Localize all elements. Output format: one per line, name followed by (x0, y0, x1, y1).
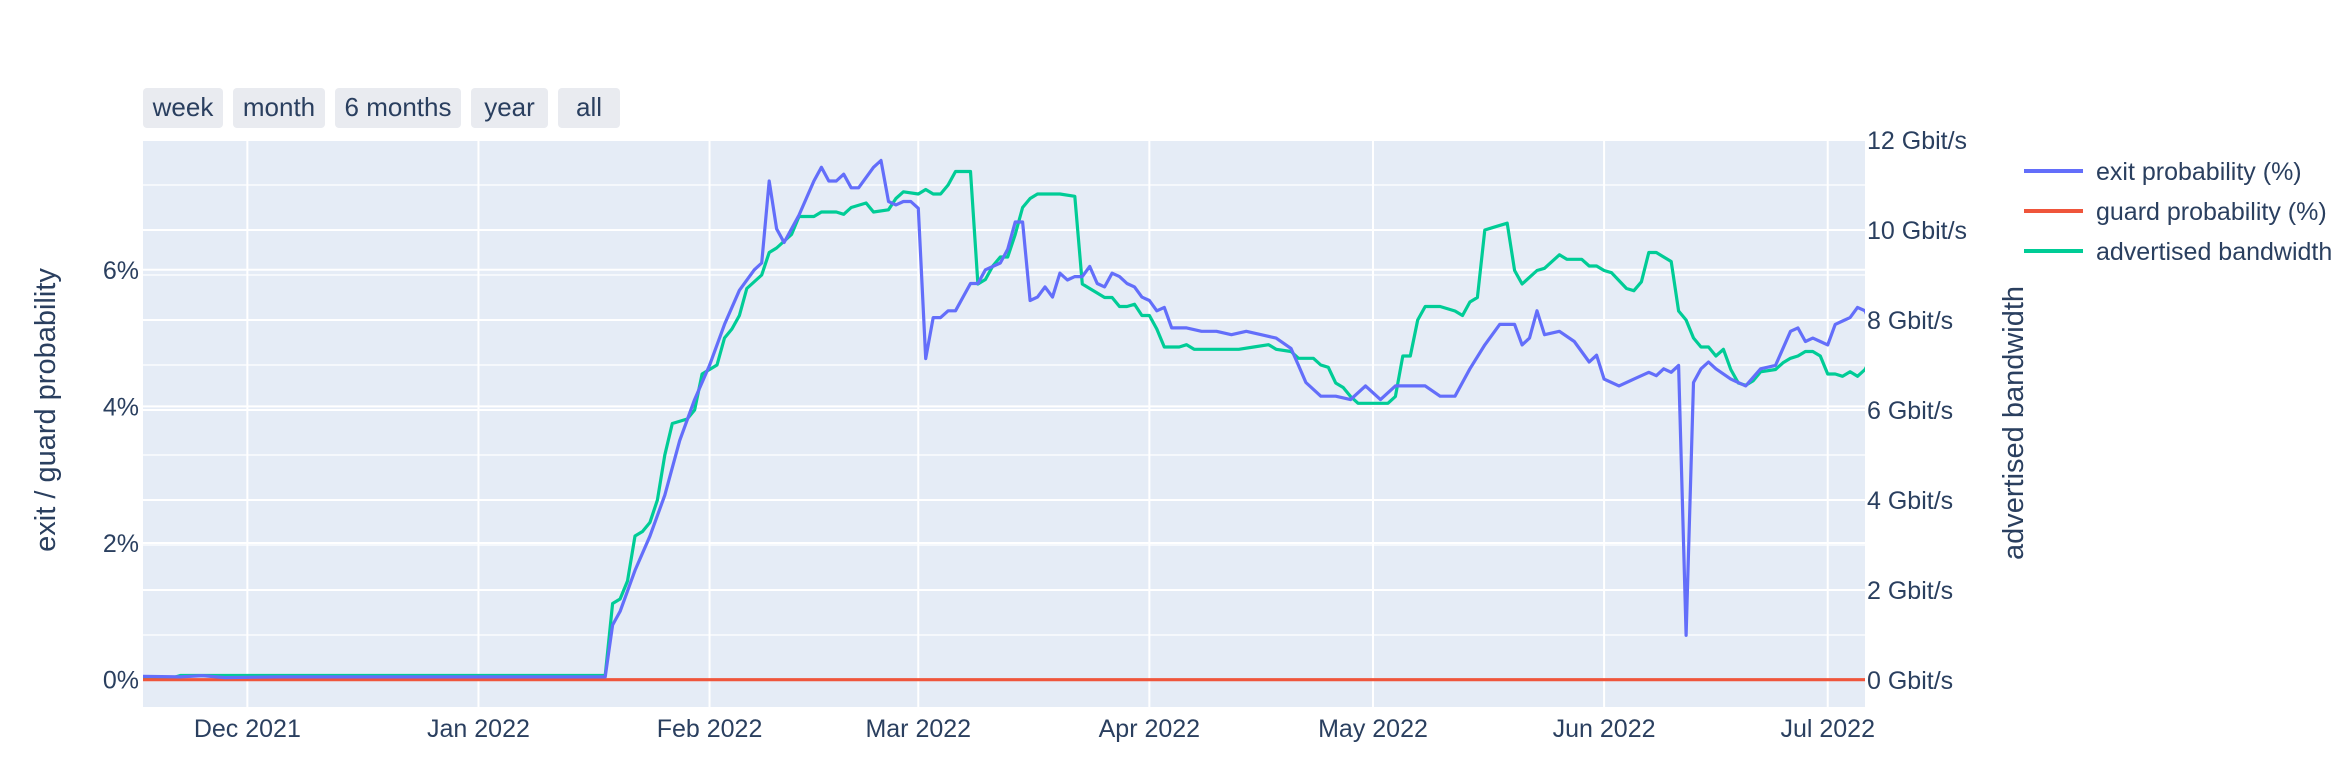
range-button-6-months[interactable]: 6 months (335, 88, 461, 128)
y-tick-label: 2% (103, 530, 139, 558)
range-button-bg[interactable] (335, 88, 461, 128)
range-button-month[interactable]: month (233, 88, 325, 128)
range-button-bg[interactable] (471, 88, 548, 128)
legend-item[interactable]: guard probability (%) (2024, 198, 2327, 226)
y-axis-title: exit / guard probability (30, 268, 62, 552)
x-tick-label: Jul 2022 (1780, 715, 1875, 743)
y-axis-ticks: 0% 2% 4% 6% (103, 257, 139, 695)
x-tick-label: Jan 2022 (427, 715, 530, 743)
series-line-2 (143, 169, 1865, 680)
legend: exit probability (%) guard probability (%… (2024, 158, 2332, 266)
y-tick-label: 0% (103, 667, 139, 695)
range-button-label[interactable]: year (484, 92, 535, 122)
x-tick-label: Mar 2022 (865, 715, 971, 743)
x-tick-label: Jun 2022 (1553, 715, 1656, 743)
series-lines (143, 158, 1865, 682)
y2-tick-label: 10 Gbit/s (1867, 217, 1967, 245)
y2-tick-label: 0 Gbit/s (1867, 667, 1953, 695)
range-selector: week month 6 months year all (143, 88, 620, 128)
range-button-label[interactable]: all (576, 92, 602, 122)
range-button-all[interactable]: all (558, 88, 620, 128)
x-tick-label: Apr 2022 (1099, 715, 1200, 743)
legend-item[interactable]: advertised bandwidth (2024, 238, 2332, 266)
range-button-bg[interactable] (233, 88, 325, 128)
series-line-0 (143, 158, 1865, 680)
range-button-bg[interactable] (143, 88, 223, 128)
y-tick-label: 4% (103, 393, 139, 421)
range-button-label[interactable]: 6 months (345, 92, 452, 122)
range-button-year[interactable]: year (471, 88, 548, 128)
y2-tick-label: 6 Gbit/s (1867, 397, 1953, 425)
legend-label[interactable]: exit probability (%) (2096, 158, 2302, 186)
x-tick-label: Feb 2022 (657, 715, 763, 743)
y-tick-label: 6% (103, 257, 139, 285)
y2-axis-ticks: 0 Gbit/s 2 Gbit/s 4 Gbit/s 6 Gbit/s 8 Gbit/s… (1867, 127, 1967, 695)
y2-tick-label: 2 Gbit/s (1867, 577, 1953, 605)
range-button-label[interactable]: month (243, 92, 315, 122)
legend-item[interactable]: exit probability (%) (2024, 158, 2302, 186)
y2-tick-label: 12 Gbit/s (1867, 127, 1967, 155)
grid-lines (143, 139, 1865, 707)
plot-area (143, 140, 1865, 707)
range-button-bg[interactable] (558, 88, 620, 128)
x-axis-ticks: Dec 2021 Jan 2022 Feb 2022 Mar 2022 Apr 2022… (194, 715, 1875, 743)
range-button-label[interactable]: week (152, 92, 215, 122)
x-tick-label: May 2022 (1318, 715, 1428, 743)
range-button-week[interactable]: week (143, 88, 223, 128)
y2-tick-label: 4 Gbit/s (1867, 487, 1953, 515)
legend-label[interactable]: advertised bandwidth (2096, 238, 2332, 266)
y2-axis-title: advertised bandwidth (1998, 286, 2030, 560)
y2-tick-label: 8 Gbit/s (1867, 307, 1953, 335)
legend-label[interactable]: guard probability (%) (2096, 198, 2327, 226)
x-tick-label: Dec 2021 (194, 715, 301, 743)
